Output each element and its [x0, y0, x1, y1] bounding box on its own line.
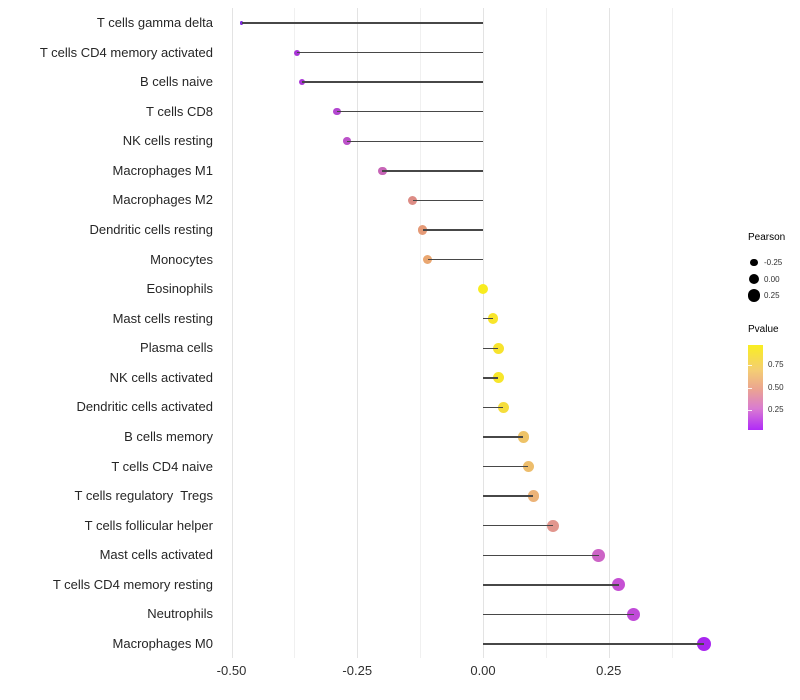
y-axis-label: Macrophages M0: [112, 635, 213, 651]
size-legend-entry: -0.25: [740, 254, 782, 271]
size-legend-dot: [748, 273, 760, 285]
x-axis-tick-label: -0.25: [342, 663, 373, 678]
y-axis-label: Macrophages M2: [112, 192, 213, 208]
pvalue-tick-label: 0.25: [768, 405, 784, 414]
y-axis-label: Monocytes: [150, 251, 213, 267]
y-axis-label: T cells CD4 naive: [111, 458, 213, 474]
y-axis-label: T cells follicular helper: [84, 517, 213, 533]
major-gridline: [608, 8, 610, 658]
pvalue-tick-mark: [748, 365, 752, 366]
y-axis-label: T cells regulatory Tregs: [74, 488, 213, 504]
size-legend-entry-label: 0.00: [764, 274, 780, 284]
lollipop-stem: [483, 347, 499, 350]
size-legend-entry: 0.25: [740, 287, 780, 304]
lollipop-stem: [301, 81, 483, 83]
y-axis-label: Mast cells activated: [99, 547, 213, 563]
x-axis-tick-label: 0.00: [470, 663, 496, 678]
y-axis-label: Dendritic cells activated: [76, 399, 213, 415]
pvalue-tick-label: 0.75: [768, 360, 784, 369]
y-axis-label: Eosinophils: [146, 281, 214, 297]
color-legend-title: Pvalue: [748, 324, 779, 335]
lollipop-stem: [427, 258, 483, 261]
x-axis-tick-label: -0.50: [216, 663, 247, 678]
size-legend-entry: 0.00: [740, 271, 780, 288]
size-legend-entry-label: 0.25: [764, 291, 780, 300]
lollipop-stem: [483, 495, 534, 497]
lollipop-stem: [382, 170, 483, 172]
lollipop-stem: [422, 229, 483, 231]
lollipop-dot: [407, 195, 418, 205]
lollipop-stem: [241, 22, 483, 24]
minor-gridline: [671, 8, 673, 658]
y-axis-label: NK cells activated: [109, 369, 213, 385]
lollipop-dot: [497, 401, 509, 413]
minor-gridline: [294, 8, 296, 658]
lollipop-dot: [492, 342, 504, 354]
pvalue-tick-label: 0.50: [768, 383, 784, 392]
lollipop-stem: [483, 465, 529, 468]
size-legend-dot-column: [747, 289, 761, 302]
y-axis-label: Plasma cells: [140, 340, 213, 356]
lollipop-dot: [477, 283, 489, 295]
lollipop-stem: [337, 110, 483, 113]
size-legend-dot: [747, 289, 761, 302]
lollipop-dot: [298, 79, 306, 86]
lollipop-stem: [483, 554, 599, 556]
lollipop-stem: [483, 643, 705, 645]
y-axis-label: B cells naive: [140, 74, 213, 90]
major-gridline: [231, 8, 233, 658]
lollipop-stem: [412, 199, 483, 202]
y-axis-label: T cells CD4 memory resting: [52, 576, 213, 592]
lollipop-dot: [547, 519, 560, 532]
lollipop-stem: [483, 406, 504, 409]
y-axis-label: B cells memory: [124, 428, 213, 444]
y-axis-label: Macrophages M1: [112, 162, 213, 178]
size-legend-dot-column: [747, 258, 761, 267]
lollipop-stem: [483, 317, 494, 320]
y-axis-label: T cells CD4 memory activated: [39, 44, 213, 60]
minor-gridline: [545, 8, 547, 658]
minor-gridline: [420, 8, 422, 658]
y-axis-label: Neutrophils: [147, 606, 213, 622]
lollipop-stem: [483, 613, 634, 616]
size-legend-entry-label: -0.25: [764, 258, 783, 267]
lollipop-stem: [347, 140, 483, 143]
y-axis-label: T cells gamma delta: [96, 15, 213, 30]
major-gridline: [483, 8, 484, 658]
size-legend-dot-column: [747, 273, 761, 285]
lollipop-stem: [483, 584, 619, 586]
lollipop-stem: [483, 436, 524, 438]
pvalue-tick-mark: [748, 410, 752, 411]
lollipop-dot: [627, 607, 641, 621]
size-legend-title: Pearson: [748, 232, 786, 243]
lollipop-stem: [483, 377, 499, 379]
lollipop-dot: [343, 137, 351, 146]
lollipop-stem: [296, 51, 483, 54]
lollipop-stem: [483, 524, 554, 527]
x-axis-tick-label: 0.25: [596, 663, 622, 678]
lollipop-dot: [333, 108, 341, 116]
size-legend-dot: [750, 258, 758, 267]
y-axis-label: T cells CD8: [146, 103, 213, 119]
pvalue-tick-mark: [748, 388, 752, 389]
y-axis-label: Mast cells resting: [112, 310, 213, 326]
y-axis-label: NK cells resting: [122, 133, 213, 149]
legend: Pearson -0.25 0.00 0.25 Pvalue 0.75 0.50 0.2…: [740, 225, 800, 455]
lollipop-dot: [492, 372, 504, 384]
pvalue-gradient-bar: [748, 345, 763, 430]
y-axis-label: Dendritic cells resting: [89, 221, 213, 237]
major-gridline: [357, 8, 359, 658]
